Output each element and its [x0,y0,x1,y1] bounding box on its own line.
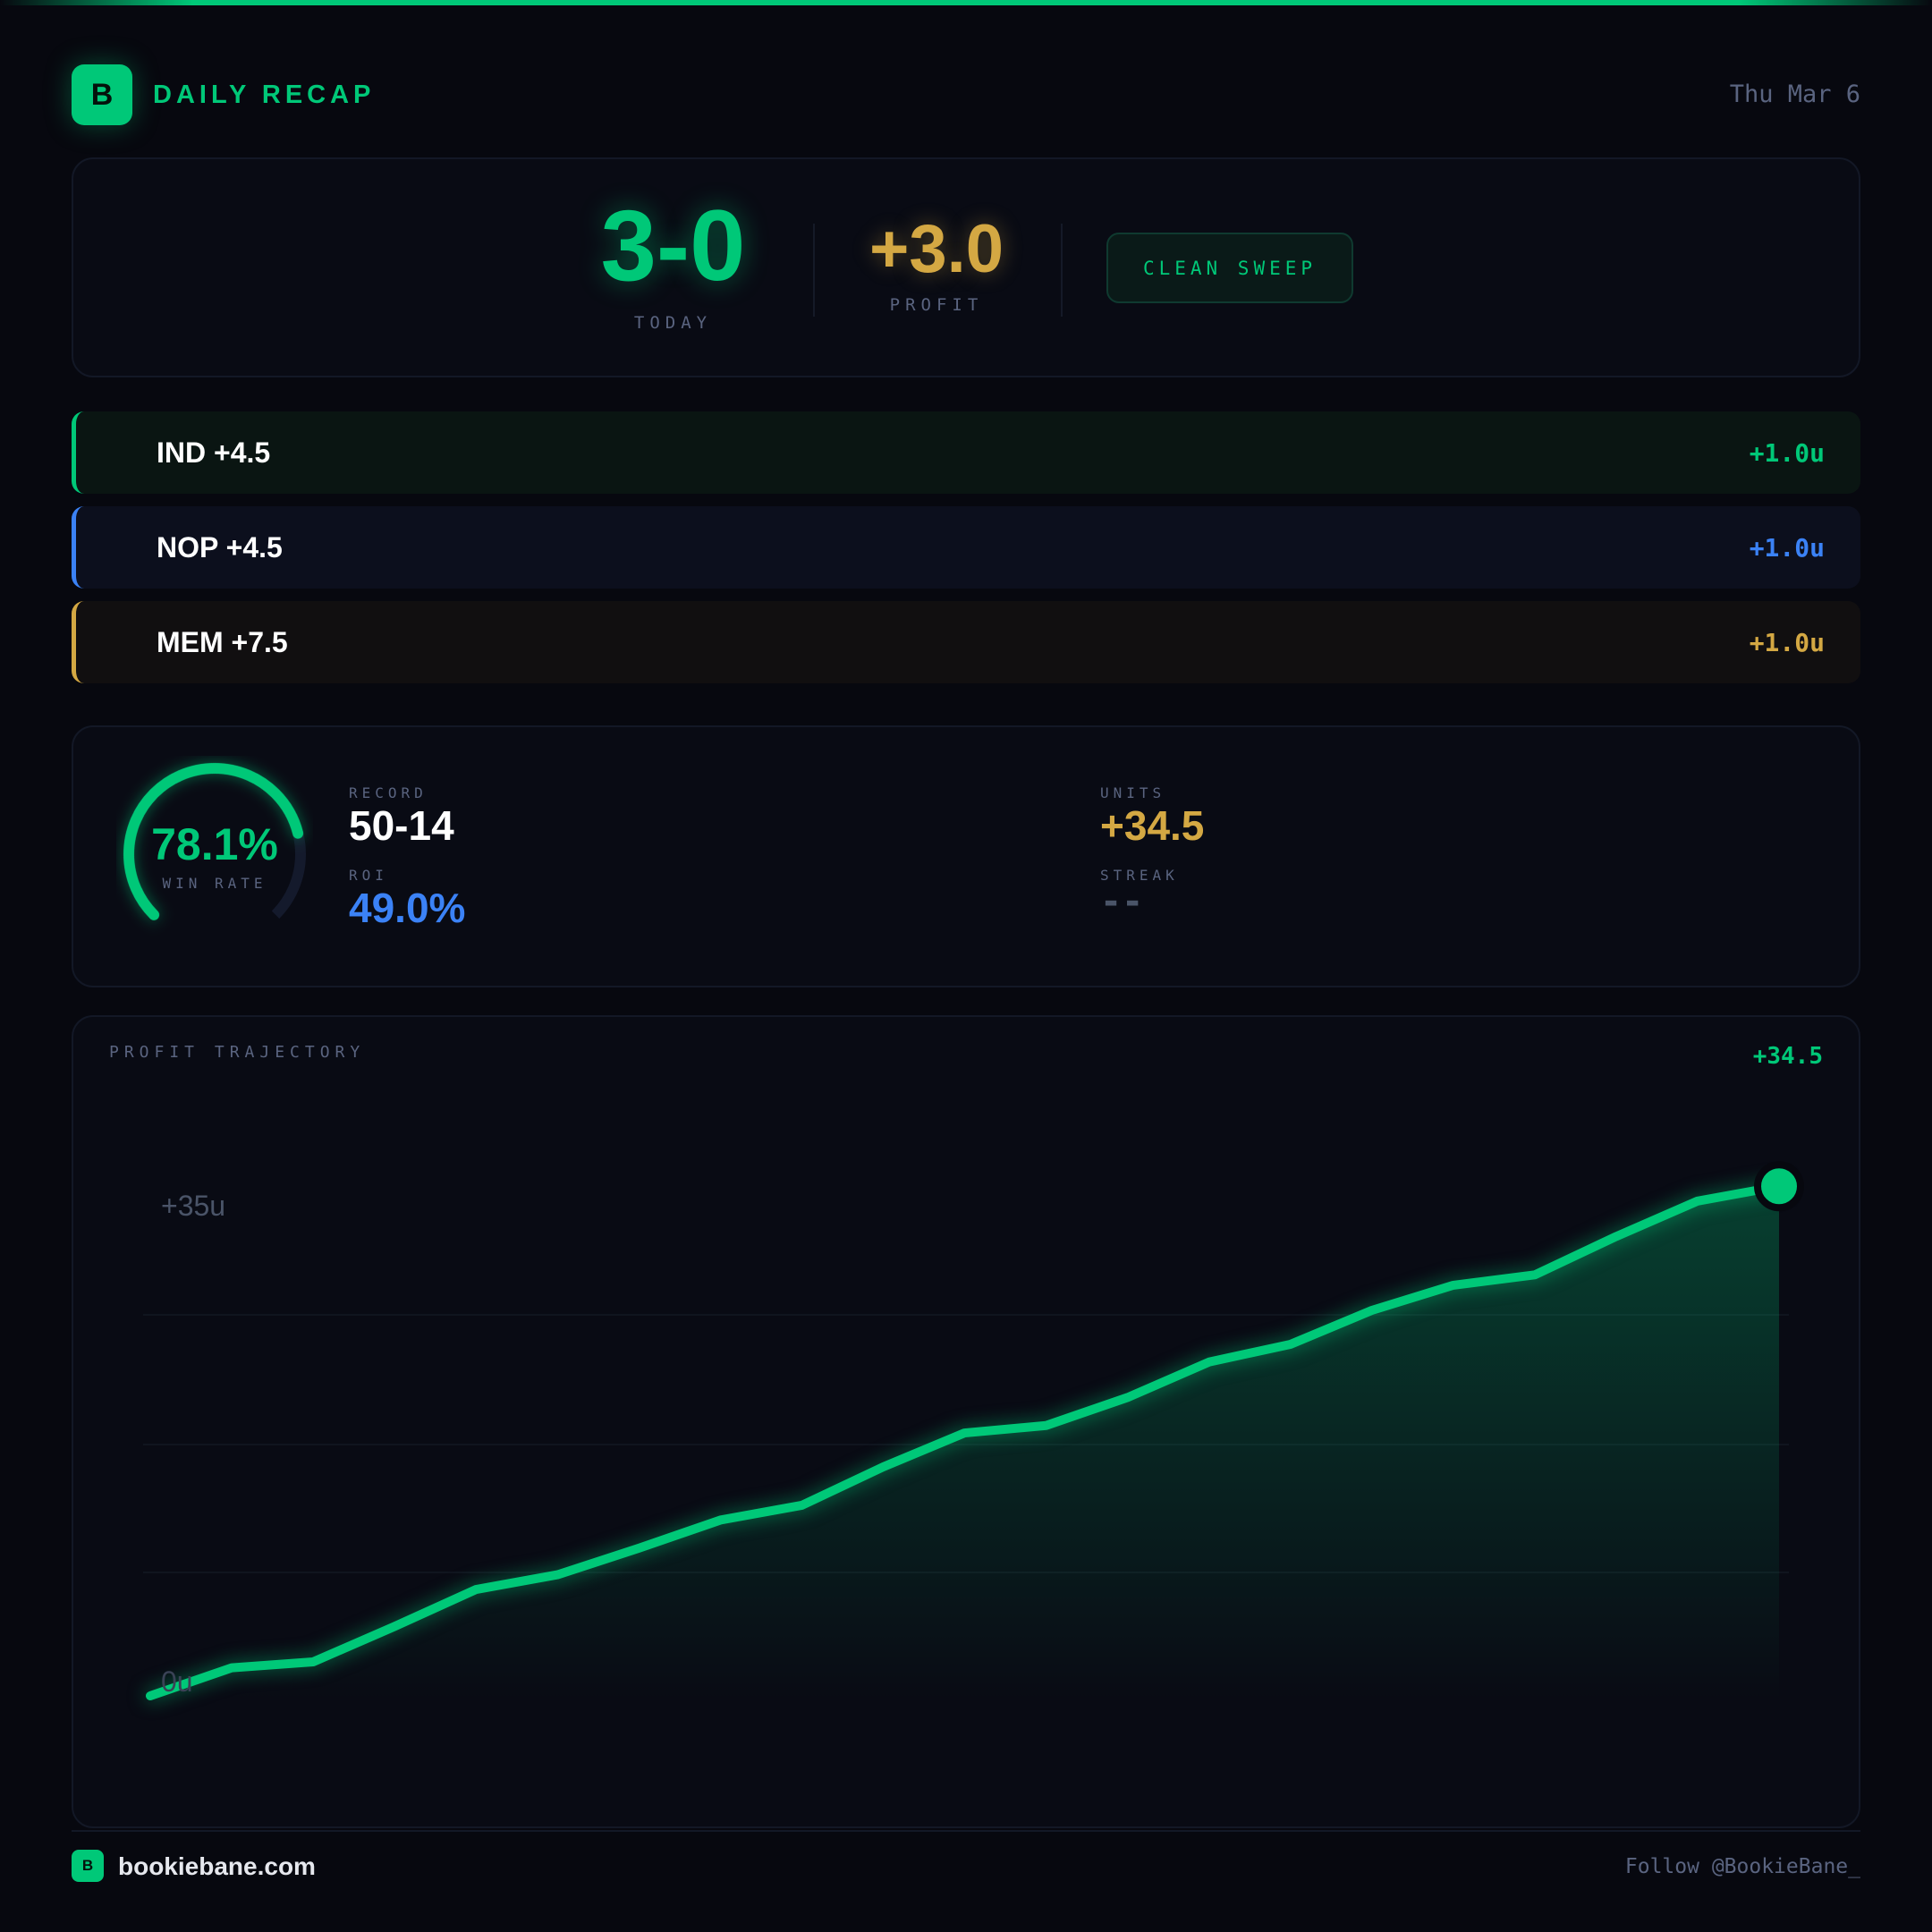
divider [813,224,815,317]
top-accent-bar [0,0,1932,5]
footer-divider [72,1830,1860,1832]
units-label: UNITS [1100,784,1166,801]
pick-units: +1.0u [1749,532,1825,563]
divider [1061,224,1063,317]
chart-title: PROFIT TRAJECTORY [109,1043,366,1062]
today-profit: +3.0 [869,211,1004,287]
page-title: DAILY RECAP [153,80,376,109]
pick-row: MEM +7.5 +1.0u [72,601,1860,683]
series-line [146,1182,1784,1700]
logo: B [72,64,132,125]
pick-team: NOP +4.5 [157,530,283,564]
hero-card [72,157,1860,377]
profit-label: PROFIT [889,295,984,315]
roi-label: ROI [349,867,388,884]
pick-units: +1.0u [1749,437,1825,468]
win-rate-gauge [123,763,306,945]
roi-value: 49.0% [349,885,466,931]
pick-row: IND +4.5 +1.0u [72,411,1860,494]
today-record: 3-0 [600,190,746,301]
pick-team: IND +4.5 [157,436,271,469]
units-value: +34.5 [1100,802,1205,849]
y-tick-label: +35u [161,1190,226,1222]
site-link[interactable]: bookiebane.com [118,1852,316,1880]
footer-logo: B [72,1850,104,1882]
chart-total: +34.5 [1752,1043,1823,1070]
follow-link[interactable]: Follow @BookieBane_ [1624,1855,1860,1878]
win-rate-label: WIN RATE [162,875,267,892]
streak-label: STREAK [1100,867,1179,884]
pick-row: NOP +4.5 +1.0u [72,506,1860,589]
pick-team: MEM +7.5 [157,625,288,658]
y-tick-label: 0u [161,1665,193,1698]
date: Thu Mar 6 [1729,80,1860,108]
clean-sweep-badge: CLEAN SWEEP [1106,233,1353,303]
gauge-arc [123,763,306,945]
win-rate-value: 78.1% [151,819,278,869]
pick-units: +1.0u [1749,627,1825,657]
record-value: 50-14 [349,802,454,849]
today-label: TODAY [633,313,713,333]
endpoint-marker [1754,1161,1804,1212]
record-label: RECORD [349,784,428,801]
streak-value: -- [1100,881,1144,922]
stats-card [72,725,1860,987]
